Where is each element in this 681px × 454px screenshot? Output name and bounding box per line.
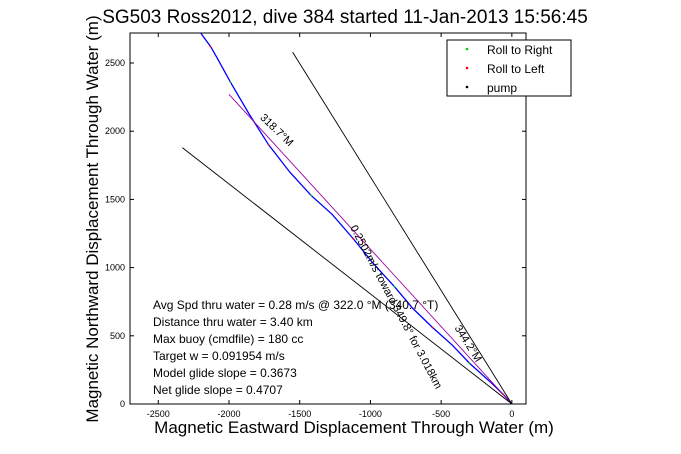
y-tick-label: 2000 — [105, 126, 125, 136]
stats-line: Max buoy (cmdfile) = 180 cc — [153, 332, 303, 346]
stats-line: Model glide slope = 0.3673 — [153, 366, 297, 380]
x-axis-label: Magnetic Eastward Displacement Through W… — [154, 418, 554, 437]
x-tick-label: -500 — [432, 409, 450, 419]
legend-label: pump — [487, 81, 517, 95]
series-line-2 — [228, 94, 513, 404]
legend-marker — [465, 85, 469, 89]
legend: Roll to Right Roll to Left pump — [446, 39, 572, 97]
chart-title: SG503 Ross2012, dive 384 started 11-Jan-… — [102, 7, 588, 28]
roll-marker — [310, 194, 312, 197]
y-tick-label: 1500 — [105, 194, 125, 204]
x-tick-label: -1000 — [359, 409, 382, 419]
y-tick-label: 2500 — [105, 58, 125, 68]
roll-marker — [267, 143, 270, 146]
series-line-3 — [292, 51, 513, 404]
stats-line: Distance thru water = 3.40 km — [153, 315, 313, 329]
series-line-4 — [182, 147, 513, 404]
stats-line: Net glide slope = 0.4707 — [153, 383, 283, 397]
series-layer — [182, 33, 513, 404]
roll-marker — [431, 326, 434, 329]
stats-line: Target w = 0.091954 m/s — [153, 349, 285, 363]
legend-label: Roll to Right — [487, 43, 553, 57]
roll-marker — [393, 285, 396, 288]
y-tick-label: 500 — [110, 331, 125, 341]
x-tick-label: -2000 — [217, 409, 240, 419]
roll-marker — [502, 393, 505, 396]
stats-block: Avg Spd thru water = 0.28 m/s @ 322.0 °M… — [153, 298, 438, 397]
legend-label: Roll to Left — [487, 62, 545, 76]
x-tick-label: 0 — [509, 409, 514, 419]
stats-line: Avg Spd thru water = 0.28 m/s @ 322.0 °M… — [153, 298, 438, 312]
y-tick-label: 1000 — [105, 263, 125, 273]
x-tick-label: -2500 — [147, 409, 170, 419]
x-tick-label: -1500 — [288, 409, 311, 419]
axis-ticks: -2500 -2000 -1500 -1000 -500 0 0 500 1000 1500 200… — [105, 33, 526, 419]
y-axis-label: Magnetic Northward Displacement Through … — [83, 15, 102, 422]
roll-marker — [352, 238, 355, 240]
roll-marker — [468, 362, 471, 364]
roll-marker — [229, 81, 232, 84]
roll-marker — [209, 45, 212, 48]
legend-marker — [465, 47, 469, 51]
legend-marker — [465, 66, 469, 70]
y-tick-label: 0 — [120, 399, 125, 409]
